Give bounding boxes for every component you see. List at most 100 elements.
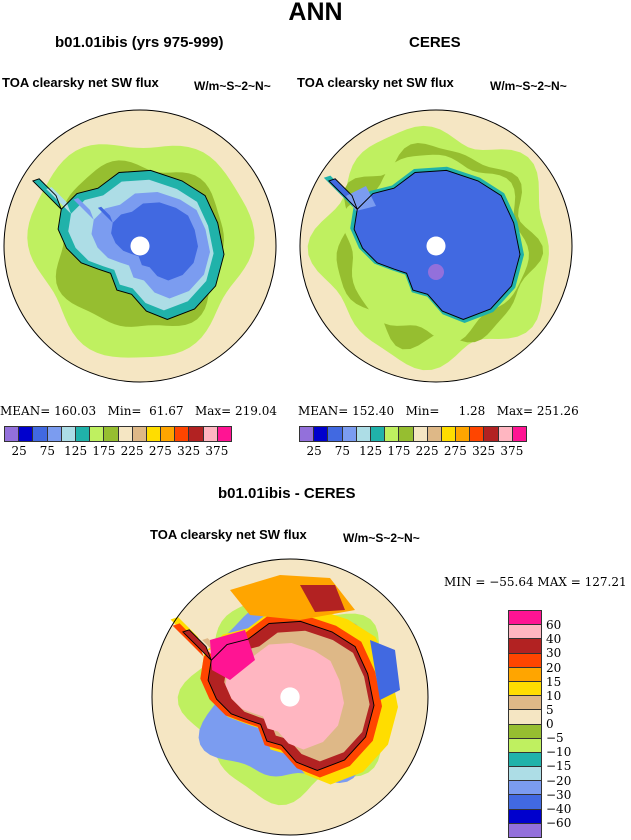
colorbar-tick-label: 175: [92, 444, 116, 458]
colorbar-tick-label: −20: [546, 773, 572, 788]
max-value: 251.26: [536, 404, 579, 418]
colorbar-box: [19, 427, 34, 441]
colorbar-box: [512, 427, 526, 441]
colorbar-tick-label: −15: [546, 759, 572, 774]
colorbar-box: [328, 427, 343, 441]
colorbar-box: [509, 809, 541, 824]
colorbar-box: [189, 427, 204, 441]
colorbar-box: [509, 823, 541, 837]
colorbar-box: [47, 427, 62, 441]
colorbar-tick-label: −5: [546, 731, 564, 746]
colorbar-box: [484, 427, 499, 441]
panel1-colorbar: [4, 426, 232, 442]
colorbar-tick-label: 15: [546, 674, 562, 689]
map-boundary: [151, 558, 429, 836]
colorbar-box: [509, 681, 541, 697]
colorbar-box: [509, 738, 541, 753]
colorbar-box: [509, 696, 541, 711]
colorbar-box: [509, 752, 541, 768]
map-boundary: [3, 109, 277, 383]
contour-band: [210, 630, 255, 680]
colorbar-box: [118, 427, 133, 441]
antarctica-coastline: [182, 620, 375, 772]
panel1-variable: TOA clearsky net SW flux: [2, 75, 159, 90]
colorbar-box: [5, 427, 20, 441]
colorbar-box: [132, 427, 147, 441]
colorbar-box: [509, 724, 541, 739]
colorbar-tick-label: −30: [546, 787, 572, 802]
colorbar-box: [342, 427, 357, 441]
colorbar-box: [413, 427, 428, 441]
contour-band: [300, 585, 345, 612]
colorbar-box: [314, 427, 329, 441]
colorbar-tick-label: 75: [39, 444, 56, 458]
colorbar-box: [498, 427, 513, 441]
colorbar-tick-label: 275: [148, 444, 172, 458]
colorbar-box: [300, 427, 315, 441]
contour-band: [428, 264, 444, 280]
max-value: 219.04: [235, 404, 278, 418]
panel2-stats: MEAN= 152.40 Min= 1.28 Max= 251.26: [298, 404, 579, 418]
colorbar-box: [509, 625, 541, 640]
colorbar-tick-label: 75: [334, 444, 351, 458]
colorbar-tick-label: 225: [415, 444, 439, 458]
min-value: 61.67: [149, 404, 184, 418]
colorbar-box: [75, 427, 91, 441]
mean-label: MEAN=: [0, 404, 51, 418]
pole-hole: [280, 687, 300, 707]
panel3-subtitle: b01.01ibis - CERES: [218, 485, 356, 502]
colorbar-tick-label: 225: [120, 444, 144, 458]
contour-band: [346, 186, 376, 211]
colorbar-tick-label: 125: [64, 444, 88, 458]
mean-label: MEAN=: [298, 404, 349, 418]
colorbar-box: [509, 639, 541, 654]
max-label: Max=: [194, 404, 232, 418]
colorbar-tick-label: 125: [359, 444, 383, 458]
contour-band: [370, 640, 400, 700]
pole-hole: [426, 236, 446, 256]
colorbar-tick-label: 375: [205, 444, 229, 458]
mean-value: 152.40: [352, 404, 395, 418]
diff-colorbar: [508, 610, 542, 838]
panel2-units: W/m~S~2~N~: [490, 79, 567, 93]
panel3-units: W/m~S~2~N~: [343, 531, 420, 545]
colorbar-box: [509, 767, 541, 782]
colorbar-tick-label: −40: [546, 801, 572, 816]
colorbar-tick-label: 325: [177, 444, 201, 458]
mean-value: 160.03: [54, 404, 97, 418]
colorbar-box: [456, 427, 471, 441]
colorbar-box: [161, 427, 176, 441]
colorbar-tick-label: −60: [546, 815, 572, 830]
colorbar-box: [509, 795, 541, 810]
colorbar-box: [175, 427, 190, 441]
colorbar-box: [399, 427, 414, 441]
panel1-stats: MEAN= 160.03 Min= 61.67 Max= 219.04: [0, 404, 277, 418]
colorbar-box: [385, 427, 400, 441]
min-label: Min=: [405, 404, 440, 418]
panel2-colorbar: [299, 426, 527, 442]
colorbar-tick-label: 10: [546, 688, 562, 703]
min-value: 1.28: [458, 404, 486, 418]
colorbar-box: [33, 427, 48, 441]
colorbar-box: [509, 611, 541, 626]
colorbar-box: [104, 427, 119, 441]
pole-hole: [130, 236, 150, 256]
colorbar-box: [146, 427, 162, 441]
colorbar-tick-label: −10: [546, 745, 572, 760]
colorbar-box: [61, 427, 76, 441]
contour-band: [328, 170, 520, 320]
colorbar-box: [356, 427, 371, 441]
panel1-subtitle: b01.01ibis (yrs 975-999): [55, 34, 224, 51]
colorbar-box: [509, 667, 541, 682]
colorbar-tick-label: 175: [387, 444, 411, 458]
colorbar-box: [90, 427, 105, 441]
colorbar-tick-label: 375: [500, 444, 524, 458]
panel3-stats: MIN = −55.64 MAX = 127.21: [444, 575, 627, 589]
panel3-variable: TOA clearsky net SW flux: [150, 527, 307, 542]
colorbar-box: [441, 427, 457, 441]
colorbar-box: [370, 427, 386, 441]
colorbar-box: [470, 427, 485, 441]
panel1-units: W/m~S~2~N~: [194, 79, 271, 93]
